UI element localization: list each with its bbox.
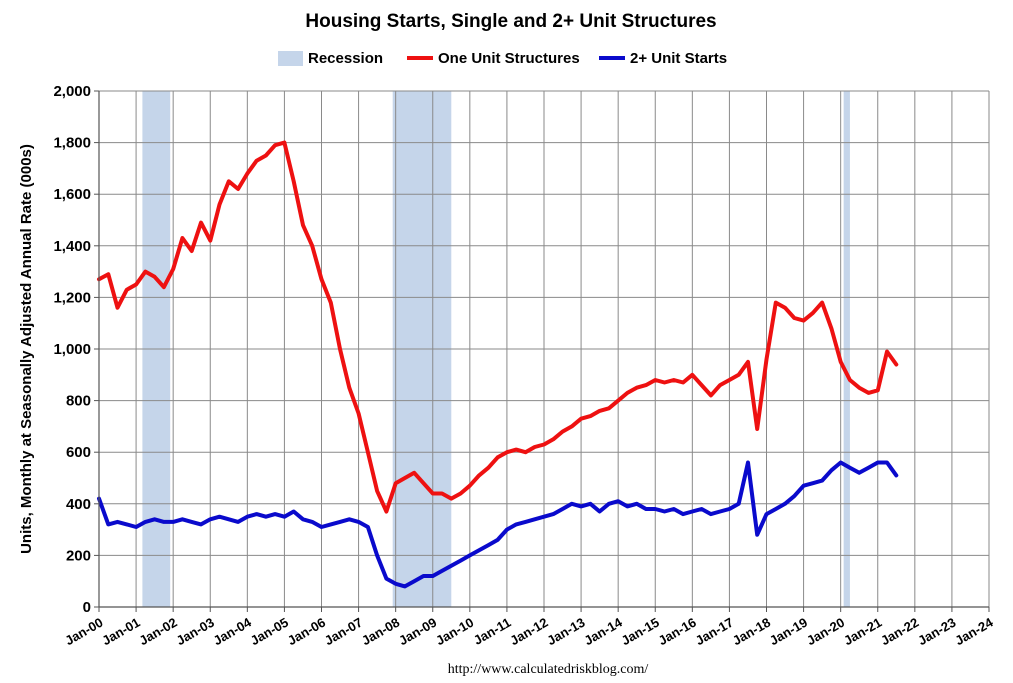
- chart-title: Housing Starts, Single and 2+ Unit Struc…: [305, 11, 716, 32]
- x-tick-label-23: Jan-23: [915, 615, 958, 649]
- series-line-0: [97, 140, 899, 514]
- y-tick-label-8: 1,600: [53, 186, 91, 203]
- x-tick-label-18: Jan-18: [730, 615, 773, 649]
- x-tick-label-12: Jan-12: [507, 615, 550, 649]
- legend-two-plus-label: 2+ Unit Starts: [630, 50, 727, 67]
- series-lines: [97, 140, 899, 589]
- legend-one-unit-label: One Unit Structures: [438, 50, 580, 67]
- x-tick-label-5: Jan-05: [248, 615, 291, 649]
- x-tick-label-19: Jan-19: [767, 615, 810, 649]
- y-tick-label-2: 400: [66, 496, 91, 513]
- y-tick-label-4: 800: [66, 393, 91, 410]
- legend-recession-swatch: [278, 51, 303, 66]
- y-tick-labels: 0 200 400 600 800 1,000 1,200 1,400 1,600 1,800 2,…: [53, 83, 99, 616]
- y-tick-label-0: 0: [83, 599, 91, 616]
- x-tick-label-11: Jan-11: [471, 615, 514, 648]
- y-axis-label: Units, Monthly at Seasonally Adjusted An…: [18, 144, 35, 554]
- x-tick-label-7: Jan-07: [322, 615, 365, 649]
- x-tick-label-10: Jan-10: [433, 615, 476, 649]
- x-tick-label-24: Jan-24: [952, 614, 996, 648]
- x-tick-label-0: Jan-00: [62, 615, 105, 649]
- y-tick-label-6: 1,200: [53, 289, 91, 306]
- source-url: http://www.calculatedriskblog.com/: [448, 662, 649, 677]
- x-tick-label-2: Jan-02: [136, 615, 179, 649]
- x-tick-label-8: Jan-08: [359, 615, 402, 649]
- x-tick-labels: Jan-00Jan-01Jan-02Jan-03Jan-04Jan-05Jan-…: [62, 607, 996, 648]
- x-tick-label-20: Jan-20: [804, 615, 847, 649]
- legend-recession-label: Recession: [308, 50, 383, 67]
- x-tick-label-6: Jan-06: [285, 615, 328, 649]
- y-tick-label-3: 600: [66, 444, 91, 461]
- x-tick-label-1: Jan-01: [99, 615, 142, 649]
- gridlines: [99, 90, 990, 607]
- x-tick-label-4: Jan-04: [211, 614, 255, 648]
- legend: Recession One Unit Structures 2+ Unit St…: [278, 50, 727, 67]
- y-tick-label-9: 1,800: [53, 135, 91, 152]
- x-tick-label-22: Jan-22: [878, 615, 921, 649]
- y-tick-label-10: 2,000: [53, 83, 91, 100]
- x-tick-label-13: Jan-13: [544, 615, 587, 649]
- x-tick-label-9: Jan-09: [396, 615, 439, 649]
- x-tick-label-15: Jan-15: [619, 615, 662, 649]
- series-line-1: [97, 460, 899, 589]
- x-tick-label-3: Jan-03: [174, 615, 217, 649]
- x-tick-label-21: Jan-21: [841, 615, 884, 649]
- x-tick-label-16: Jan-16: [656, 615, 699, 649]
- y-tick-label-1: 200: [66, 547, 91, 564]
- x-tick-label-14: Jan-14: [581, 614, 625, 648]
- y-tick-label-7: 1,400: [53, 238, 91, 255]
- x-tick-label-17: Jan-17: [693, 615, 736, 649]
- y-tick-label-5: 1,000: [53, 341, 91, 358]
